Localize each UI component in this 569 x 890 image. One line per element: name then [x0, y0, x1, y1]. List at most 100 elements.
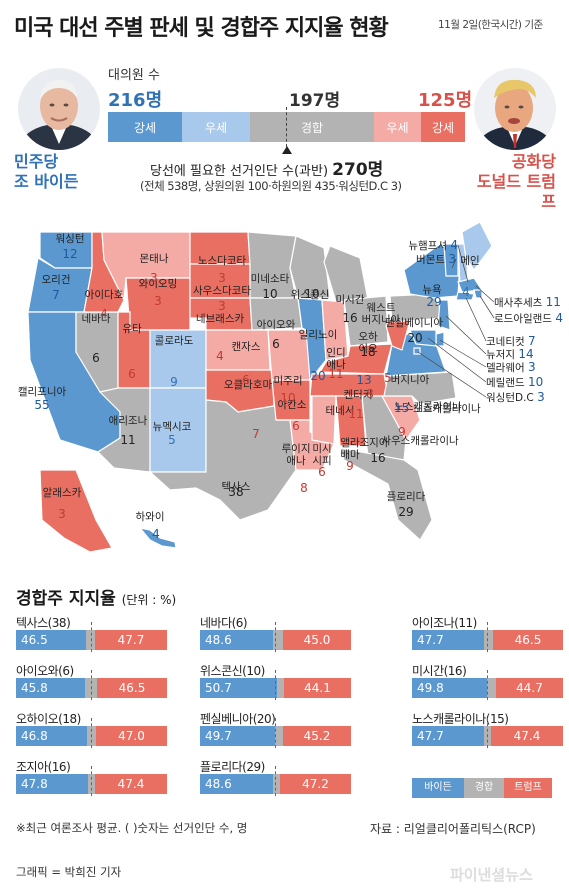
state-shape	[361, 395, 407, 461]
poll-state-name: 오하이오(18)	[16, 712, 81, 726]
poll-bar: 48.6 45.0	[200, 622, 351, 652]
dem-candidate-name: 조 바이든	[14, 172, 79, 191]
date-label: 11월 2일(한국시간) 기준	[438, 19, 543, 31]
leader-line	[475, 285, 495, 303]
legend-biden: 바이든	[412, 778, 464, 798]
state-name-label: 이오	[358, 343, 378, 355]
state-ev-label: 7	[52, 288, 60, 302]
leader-line	[465, 297, 487, 342]
leader-line	[451, 258, 457, 269]
majority-needed: 당선에 필요한 선거인단 수(과반) 270명	[150, 155, 383, 180]
state-ev-label: 4	[555, 311, 563, 325]
biden-bar: 48.6	[200, 630, 273, 650]
poll-card: 펜실베니아(20) 49.7 45.2	[200, 710, 351, 748]
state-name-label: 인디	[326, 347, 345, 359]
fifty-percent-marker	[275, 670, 276, 700]
rep-party-name: 공화당	[511, 152, 556, 171]
state-ev-label: 20	[407, 331, 422, 345]
state-name-label: 메릴랜드 10	[486, 375, 543, 389]
credit: 그래픽 = 박희진 기자	[16, 865, 122, 879]
poll-state-name: 아이오와(6)	[16, 664, 74, 678]
state-name-label: 뉴햄프셔 4	[408, 238, 458, 252]
state-shape	[437, 299, 451, 331]
state-name-label: 코네티컷 7	[486, 334, 536, 348]
poll-bar: 50.7 44.1	[200, 670, 351, 700]
state-name-label: 미시	[312, 443, 331, 455]
poll-state-name: 조지아(16)	[16, 760, 71, 774]
state-ev-label: 15	[394, 401, 413, 415]
state-ev-label: 10	[528, 375, 543, 389]
state-ev-label: 18	[360, 345, 375, 359]
elector-count-label: 대의원 수	[108, 68, 160, 83]
state-ev-label: 55	[34, 398, 49, 412]
state-shape	[409, 329, 437, 347]
poll-state-name: 플로리다(29)	[200, 760, 265, 774]
trump-bar: 44.1	[284, 678, 351, 698]
fifty-percent-marker	[275, 766, 276, 796]
state-shapes	[27, 221, 493, 553]
fifty-percent-marker	[91, 670, 92, 700]
state-ev-label: 16	[342, 311, 357, 325]
state-name-label: 워싱턴	[56, 232, 85, 245]
state-name-label: 켄터키	[344, 389, 373, 401]
state-ev-label: 6	[92, 351, 100, 365]
state-name-label: 버몬트 3	[416, 252, 456, 266]
state-ev-label: 20	[310, 369, 325, 383]
state-name-label: 미시간	[336, 294, 365, 306]
state-ev-label: 11	[120, 433, 135, 447]
majority-marker	[286, 107, 287, 147]
undecided-bar	[277, 678, 284, 698]
state-ev-label: 3	[150, 271, 158, 285]
state-name-label: 앨라	[340, 436, 360, 449]
majority-needed-detail: (전체 538명, 상원의원 100·하원의원 435·워싱턴D.C 3)	[140, 179, 402, 193]
biden-bar: 49.8	[412, 678, 487, 698]
poll-bar: 49.7 45.2	[200, 718, 351, 748]
leader-line	[417, 351, 487, 398]
state-ev-label: 8	[366, 387, 374, 401]
undecided-bar	[487, 678, 496, 698]
state-ev-label: 6	[292, 419, 300, 433]
undecided-bar	[273, 774, 280, 794]
state-ev-label: 6	[318, 465, 326, 479]
state-name-label: 애나	[286, 455, 306, 467]
trump-bar: 46.5	[97, 678, 167, 698]
state-ev-label: 3	[528, 360, 536, 374]
seg-rep-strong: 강세	[421, 112, 465, 142]
state-ev-label: 4	[462, 285, 470, 299]
seg-dem-strong: 강세	[108, 112, 182, 142]
state-shape	[443, 243, 459, 277]
trump-bar: 47.4	[95, 774, 167, 794]
state-ev-label: 4	[100, 307, 108, 321]
state-name-label: 일리노이	[299, 328, 338, 341]
state-name-label: 네브래스카	[196, 313, 245, 325]
leader-line	[457, 244, 469, 283]
state-ev-label: 7	[252, 427, 260, 441]
trump-bar: 45.2	[283, 726, 351, 746]
state-name-label: 델라웨어 3	[486, 360, 536, 374]
majority-arrow-icon	[282, 146, 292, 154]
state-name-label: 유타	[122, 323, 142, 335]
biden-bar: 49.7	[200, 726, 275, 746]
state-ev-label: 3	[154, 294, 162, 308]
state-name-label: 시피	[312, 455, 331, 467]
poll-card: 위스콘신(10) 50.7 44.1	[200, 662, 351, 700]
state-ev-label: 5	[384, 371, 392, 385]
state-shape	[276, 419, 335, 471]
trump-portrait	[474, 68, 556, 150]
state-shape	[311, 395, 337, 445]
poll-state-name: 노스캐롤라이나(15)	[412, 712, 509, 726]
leader-lines	[417, 244, 495, 398]
biden-bar: 46.5	[16, 630, 86, 650]
dem-party-name: 민주당	[14, 152, 59, 171]
state-name-label: 뉴저지 14	[486, 347, 534, 361]
state-shape	[383, 371, 457, 405]
poll-bar: 47.7 47.4	[412, 718, 563, 748]
tossup-total: 197명	[289, 91, 341, 111]
state-ev-label: 3	[218, 299, 226, 313]
state-name-label: 애리조나	[109, 415, 148, 427]
poll-state-name: 아이조나(11)	[412, 616, 477, 630]
state-shape	[289, 235, 331, 299]
page-title: 미국 대선 주별 판세 및 경합주 지지율 현황	[14, 16, 389, 41]
state-name-label: 배마	[340, 449, 360, 461]
